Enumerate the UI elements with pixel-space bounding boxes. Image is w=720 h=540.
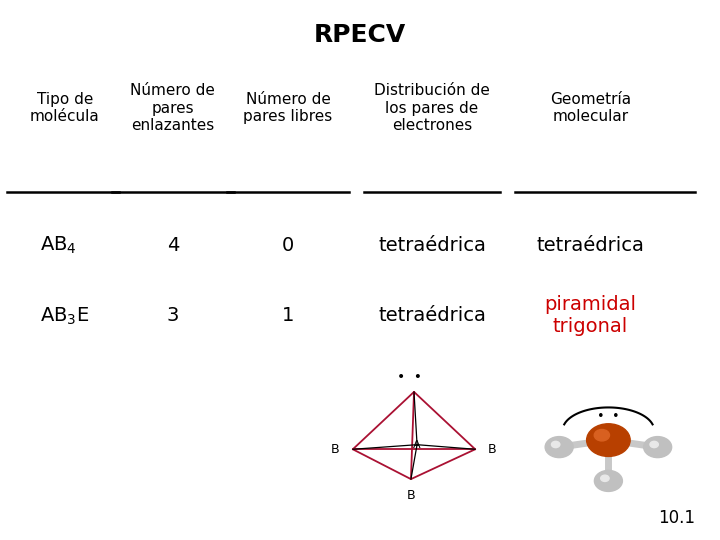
Text: • •: • • <box>597 410 620 423</box>
Text: Geometría
molecular: Geometría molecular <box>550 92 631 124</box>
Text: tetraédrica: tetraédrica <box>536 236 644 255</box>
Circle shape <box>552 441 560 448</box>
Circle shape <box>587 424 630 456</box>
Text: AB$_4$: AB$_4$ <box>40 235 76 256</box>
Text: tetraédrica: tetraédrica <box>378 236 486 255</box>
Text: 4: 4 <box>166 236 179 255</box>
Text: Tipo de
molécula: Tipo de molécula <box>30 92 99 124</box>
Text: Número de
pares
enlazantes: Número de pares enlazantes <box>130 83 215 133</box>
Circle shape <box>600 475 609 482</box>
Text: Distribución de
los pares de
electrones: Distribución de los pares de electrones <box>374 83 490 133</box>
Circle shape <box>595 470 622 491</box>
Text: B: B <box>407 489 415 502</box>
Text: Número de
pares libres: Número de pares libres <box>243 92 333 124</box>
Text: A: A <box>413 440 421 450</box>
Circle shape <box>650 441 658 448</box>
Circle shape <box>594 429 610 441</box>
Text: 0: 0 <box>282 236 294 255</box>
Text: tetraédrica: tetraédrica <box>378 306 486 326</box>
Text: B: B <box>331 443 340 456</box>
Circle shape <box>644 437 672 457</box>
Text: AB$_3$E: AB$_3$E <box>40 305 89 327</box>
Text: • •: • • <box>397 370 422 384</box>
Circle shape <box>545 437 573 457</box>
Text: 1: 1 <box>282 306 294 326</box>
Text: 10.1: 10.1 <box>658 509 696 528</box>
Text: 3: 3 <box>166 306 179 326</box>
Text: piramidal
trigonal: piramidal trigonal <box>544 295 636 336</box>
Text: B: B <box>488 443 497 456</box>
Text: RPECV: RPECV <box>314 23 406 47</box>
